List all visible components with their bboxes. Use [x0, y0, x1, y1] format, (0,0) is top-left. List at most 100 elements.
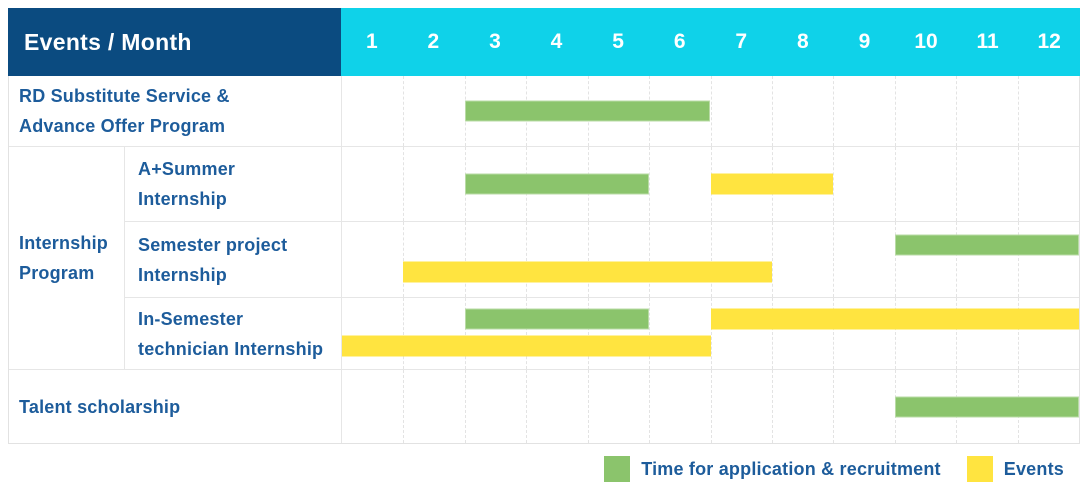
legend-swatch-events: [966, 456, 993, 482]
month-label-8: 8: [796, 30, 809, 53]
month-gridline: [403, 298, 405, 369]
month-gridline: [956, 147, 958, 221]
row-label-a-plus-summer-internship: A+Summer Internship: [125, 147, 342, 221]
row-label-line: Semester project: [138, 234, 288, 255]
group-label-internship-program: Internship Program: [9, 147, 125, 369]
timeline-a-plus-summer-internship: [342, 147, 1079, 221]
legend: Time for application & recruitment Events: [604, 456, 1064, 482]
group-label-line: Internship: [19, 233, 109, 253]
month-gridline: [464, 298, 466, 369]
row-rd-substitute-service: RD Substitute Service & Advance Offer Pro…: [9, 76, 1079, 146]
month-gridline: [894, 76, 896, 146]
legend-label-recruitment: Time for application & recruitment: [641, 458, 941, 479]
month-label-4: 4: [550, 30, 563, 53]
month-gridline: [464, 370, 466, 443]
month-gridline: [771, 370, 773, 443]
table-header: Events / Month 1 2 3 4 5 6 7 8 9 10 11 12: [8, 8, 1080, 76]
month-gridline: [526, 222, 528, 297]
row-label-rd-substitute-service: RD Substitute Service & Advance Offer Pro…: [9, 76, 342, 146]
timeline-talent-scholarship: [342, 370, 1079, 443]
row-label-line: technician Internship: [138, 338, 324, 359]
month-gridline: [649, 147, 651, 221]
month-gridline: [894, 298, 896, 369]
month-gridline: [956, 76, 958, 146]
month-label-7: 7: [735, 30, 748, 53]
month-label-9: 9: [858, 30, 871, 53]
bar-events-m1-m6: [342, 335, 711, 357]
timeline-in-semester-technician-internship: [342, 298, 1079, 369]
month-gridline: [403, 76, 405, 146]
month-gridline: [833, 222, 835, 297]
row-in-semester-technician-internship: In-Semester technician Internship: [125, 297, 1079, 369]
bar-events-m7-m12: [710, 308, 1079, 330]
bar-events-m2-m7: [403, 261, 772, 283]
table-body: RD Substitute Service & Advance Offer Pro…: [8, 76, 1080, 444]
row-label-semester-project-internship: Semester project Internship: [125, 222, 342, 297]
bar-recruitment-m10-m12: [894, 396, 1079, 417]
events-month-table: Events / Month 1 2 3 4 5 6 7 8 9 10 11 12 RD Substi…: [8, 8, 1080, 444]
month-gridline: [771, 76, 773, 146]
bar-recruitment-m3-m5: [464, 173, 650, 195]
month-gridline: [1017, 76, 1019, 146]
timeline-semester-project-internship: [342, 222, 1079, 297]
month-gridline: [710, 76, 712, 146]
month-gridline: [894, 222, 896, 297]
month-gridline: [1017, 147, 1019, 221]
group-section-internship-program: Internship Program A+Summer Internship Semes…: [9, 146, 1079, 369]
row-label-line: Talent scholarship: [19, 396, 181, 417]
month-gridline: [710, 298, 712, 369]
month-gridline: [833, 147, 835, 221]
row-a-plus-summer-internship: A+Summer Internship: [125, 147, 1079, 221]
month-gridline: [587, 370, 589, 443]
month-label-11: 11: [976, 30, 999, 53]
month-label-12: 12: [1037, 30, 1061, 53]
month-gridline: [771, 298, 773, 369]
row-label-line: Advance Offer Program: [19, 116, 226, 136]
month-label-6: 6: [673, 30, 686, 53]
month-gridline: [649, 298, 651, 369]
month-gridline: [1017, 222, 1019, 297]
row-label-line: Internship: [138, 264, 228, 285]
month-gridline: [649, 222, 651, 297]
month-gridline: [587, 222, 589, 297]
month-gridline: [526, 298, 528, 369]
bar-recruitment-m3-m5: [464, 308, 650, 330]
month-label-10: 10: [914, 30, 938, 53]
month-gridline: [526, 370, 528, 443]
month-gridline: [833, 370, 835, 443]
row-label-line: Internship: [138, 189, 228, 209]
month-gridline: [710, 370, 712, 443]
legend-item-events: Events: [966, 456, 1064, 482]
month-gridline: [649, 370, 651, 443]
month-gridline: [833, 298, 835, 369]
month-gridline: [710, 222, 712, 297]
month-gridline: [956, 222, 958, 297]
month-gridline: [403, 370, 405, 443]
month-gridline: [833, 76, 835, 146]
header-events-month-label: Events / Month: [8, 8, 341, 76]
legend-label-events: Events: [1003, 458, 1064, 479]
month-label-2: 2: [427, 30, 440, 53]
group-label-line: Program: [19, 263, 95, 283]
timeline-rd-substitute-service: [342, 76, 1079, 146]
month-gridline: [403, 222, 405, 297]
month-gridline: [771, 222, 773, 297]
month-label-5: 5: [612, 30, 624, 53]
bar-events-m7-m8: [710, 173, 834, 195]
row-semester-project-internship: Semester project Internship: [125, 221, 1079, 297]
row-label-in-semester-technician-internship: In-Semester technician Internship: [125, 298, 342, 369]
legend-item-recruitment: Time for application & recruitment: [604, 456, 941, 482]
row-label-line: A+Summer: [138, 159, 236, 179]
row-talent-scholarship: Talent scholarship: [9, 369, 1079, 443]
row-label-line: In-Semester: [138, 308, 244, 329]
group-rows: A+Summer Internship Semester project Intern…: [125, 147, 1079, 369]
month-gridline: [587, 298, 589, 369]
month-gridline: [956, 298, 958, 369]
month-label-3: 3: [489, 30, 501, 53]
row-label-line: RD Substitute Service &: [19, 86, 230, 106]
month-header: 1 2 3 4 5 6 7 8 9 10 11 12: [341, 8, 1080, 76]
month-gridline: [1017, 298, 1019, 369]
bar-recruitment-m10-m12: [894, 234, 1079, 255]
month-gridline: [403, 147, 405, 221]
row-label-talent-scholarship: Talent scholarship: [9, 370, 342, 443]
